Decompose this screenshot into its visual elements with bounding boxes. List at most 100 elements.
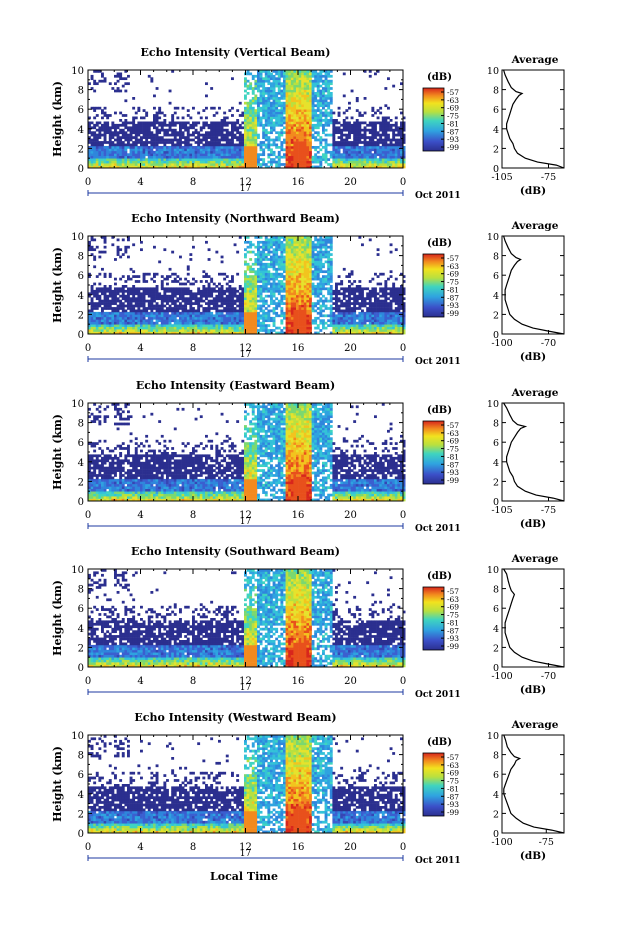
heatmap-title: Echo Intensity (Eastward Beam)	[136, 379, 335, 392]
average-panel: Average 0 2 4 6 8 10 -100 -70 (dB)	[487, 220, 565, 363]
average-y-tick-label: 0	[493, 663, 499, 674]
average-xlabel: (dB)	[520, 185, 546, 197]
heatmap-cells	[88, 403, 406, 502]
average-y-tick-label: 0	[493, 330, 499, 341]
x-tick-label: 8	[190, 343, 196, 354]
average-y-tick-label: 4	[493, 291, 499, 302]
colorbar-tick-label: -81	[447, 285, 459, 294]
colorbar-tick-label: -57	[447, 753, 459, 762]
y-tick-label: 2	[78, 310, 84, 321]
x-tick-label: 4	[137, 676, 143, 687]
heatmap-title: Echo Intensity (Westward Beam)	[134, 711, 336, 724]
colorbar-tick-label: -93	[447, 301, 459, 310]
x-tick-label: 0	[400, 343, 406, 354]
average-panel: Average 0 2 4 6 8 10 -105 -75 (dB)	[487, 387, 565, 530]
average-frame	[501, 69, 565, 169]
average-y-tick-label: 8	[493, 86, 499, 97]
colorbar-tick-label: -81	[447, 119, 459, 128]
x-tick-label: 16	[292, 177, 305, 188]
colorbar-gradient	[422, 752, 445, 817]
heatmap-title: Echo Intensity (Vertical Beam)	[140, 46, 330, 59]
x-tick-label: 0	[85, 676, 91, 687]
average-frame	[501, 235, 565, 335]
x-tick-label: 8	[190, 676, 196, 687]
heatmap-y-ticks: 0 2 4 6 8 10	[71, 399, 403, 508]
colorbar-tick-label: -69	[447, 769, 459, 778]
colorbar-unit: (dB)	[427, 72, 452, 83]
x-tick-label: 8	[190, 177, 196, 188]
colorbar-tick-label: -75	[447, 278, 459, 287]
average-frame	[501, 734, 565, 834]
average-frame	[501, 568, 565, 668]
x-tick-label: 12	[239, 177, 252, 188]
average-y-tick-label: 0	[493, 829, 499, 840]
colorbar-tick-label: -69	[447, 270, 459, 279]
colorbar-tick-label: -69	[447, 437, 459, 446]
heatmap-y-ticks: 0 2 4 6 8 10	[71, 565, 403, 674]
panel-row-3: Echo Intensity (Eastward Beam) 0 2 4 6 8 10 Hei…	[51, 379, 565, 534]
colorbar: (dB) -57-63-69-75-81-87-93-99	[422, 405, 459, 485]
x-tick-label: 0	[85, 842, 91, 853]
colorbar-tick-label: -75	[447, 777, 459, 786]
average-profile-line	[503, 734, 565, 834]
y-tick-label: 10	[71, 66, 84, 77]
average-y-tick-label: 10	[487, 66, 499, 77]
average-y-tick-label: 6	[493, 271, 499, 282]
colorbar-tick-label: -63	[447, 761, 459, 770]
panel-row-2: Echo Intensity (Northward Beam) 0 2 4 6 8 10 He…	[51, 212, 565, 367]
colorbar: (dB) -57-63-69-75-81-87-93-99	[422, 238, 459, 318]
average-y-tick-label: 6	[493, 604, 499, 615]
x-tick-label: 0	[400, 842, 406, 853]
panel-row-5: Echo Intensity (Westward Beam) 0 2 4 6 8 10 Hei…	[51, 711, 565, 866]
colorbar-tick-label: -99	[447, 642, 459, 651]
x-tick-label: 12	[239, 510, 252, 521]
y-tick-label: 0	[78, 663, 84, 674]
heatmap-title: Echo Intensity (Southward Beam)	[131, 545, 340, 558]
average-y-tick-label: 2	[493, 643, 499, 654]
average-y-tick-label: 0	[493, 164, 499, 175]
heatmap-x-ticks: 0 4 8 12 16 20 0	[85, 569, 406, 687]
average-title: Average	[511, 220, 559, 232]
x-tick-label: 4	[137, 842, 143, 853]
date-label: Oct 2011	[415, 357, 461, 367]
average-x-tick-label: -100	[491, 671, 512, 682]
x-tick-label: 20	[344, 510, 357, 521]
average-xlabel: (dB)	[520, 850, 546, 862]
average-y-tick-label: 2	[493, 144, 499, 155]
day-label: 17	[240, 849, 252, 859]
y-tick-label: 10	[71, 731, 84, 742]
colorbar-gradient	[422, 586, 445, 651]
average-title: Average	[511, 387, 559, 399]
colorbar-unit: (dB)	[427, 405, 452, 416]
x-tick-label: 20	[344, 676, 357, 687]
average-y-tick-label: 2	[493, 477, 499, 488]
heatmap-y-ticks: 0 2 4 6 8 10	[71, 66, 403, 175]
colorbar-tick-label: -75	[447, 112, 459, 121]
colorbar-tick-label: -99	[447, 143, 459, 152]
average-xlabel: (dB)	[520, 351, 546, 363]
average-x-tick-label: -105	[491, 172, 512, 183]
colorbar-tick-label: -99	[447, 309, 459, 318]
average-x-tick-label: -75	[539, 837, 554, 848]
heatmap-y-ticks: 0 2 4 6 8 10	[71, 731, 403, 840]
colorbar-tick-label: -57	[447, 88, 459, 97]
average-xlabel: (dB)	[520, 518, 546, 530]
x-tick-label: 20	[344, 177, 357, 188]
colorbar-tick-label: -99	[447, 476, 459, 485]
y-tick-label: 4	[78, 790, 84, 801]
average-y-tick-label: 10	[487, 399, 499, 410]
y-tick-label: 4	[78, 291, 84, 302]
y-tick-label: 2	[78, 144, 84, 155]
colorbar-tick-label: -93	[447, 800, 459, 809]
y-tick-label: 8	[78, 252, 84, 263]
local-time-xlabel: Local Time	[210, 870, 278, 883]
date-label: Oct 2011	[415, 524, 461, 534]
y-tick-label: 4	[78, 125, 84, 136]
average-frame	[501, 402, 565, 502]
day-label: 17	[240, 350, 252, 360]
x-tick-label: 8	[190, 510, 196, 521]
panel-row-1: Echo Intensity (Vertical Beam) 0 2 4 6 8 10 Hei…	[51, 46, 565, 201]
y-tick-label: 6	[78, 604, 84, 615]
day-label: 17	[240, 184, 252, 194]
colorbar-gradient	[422, 420, 445, 485]
